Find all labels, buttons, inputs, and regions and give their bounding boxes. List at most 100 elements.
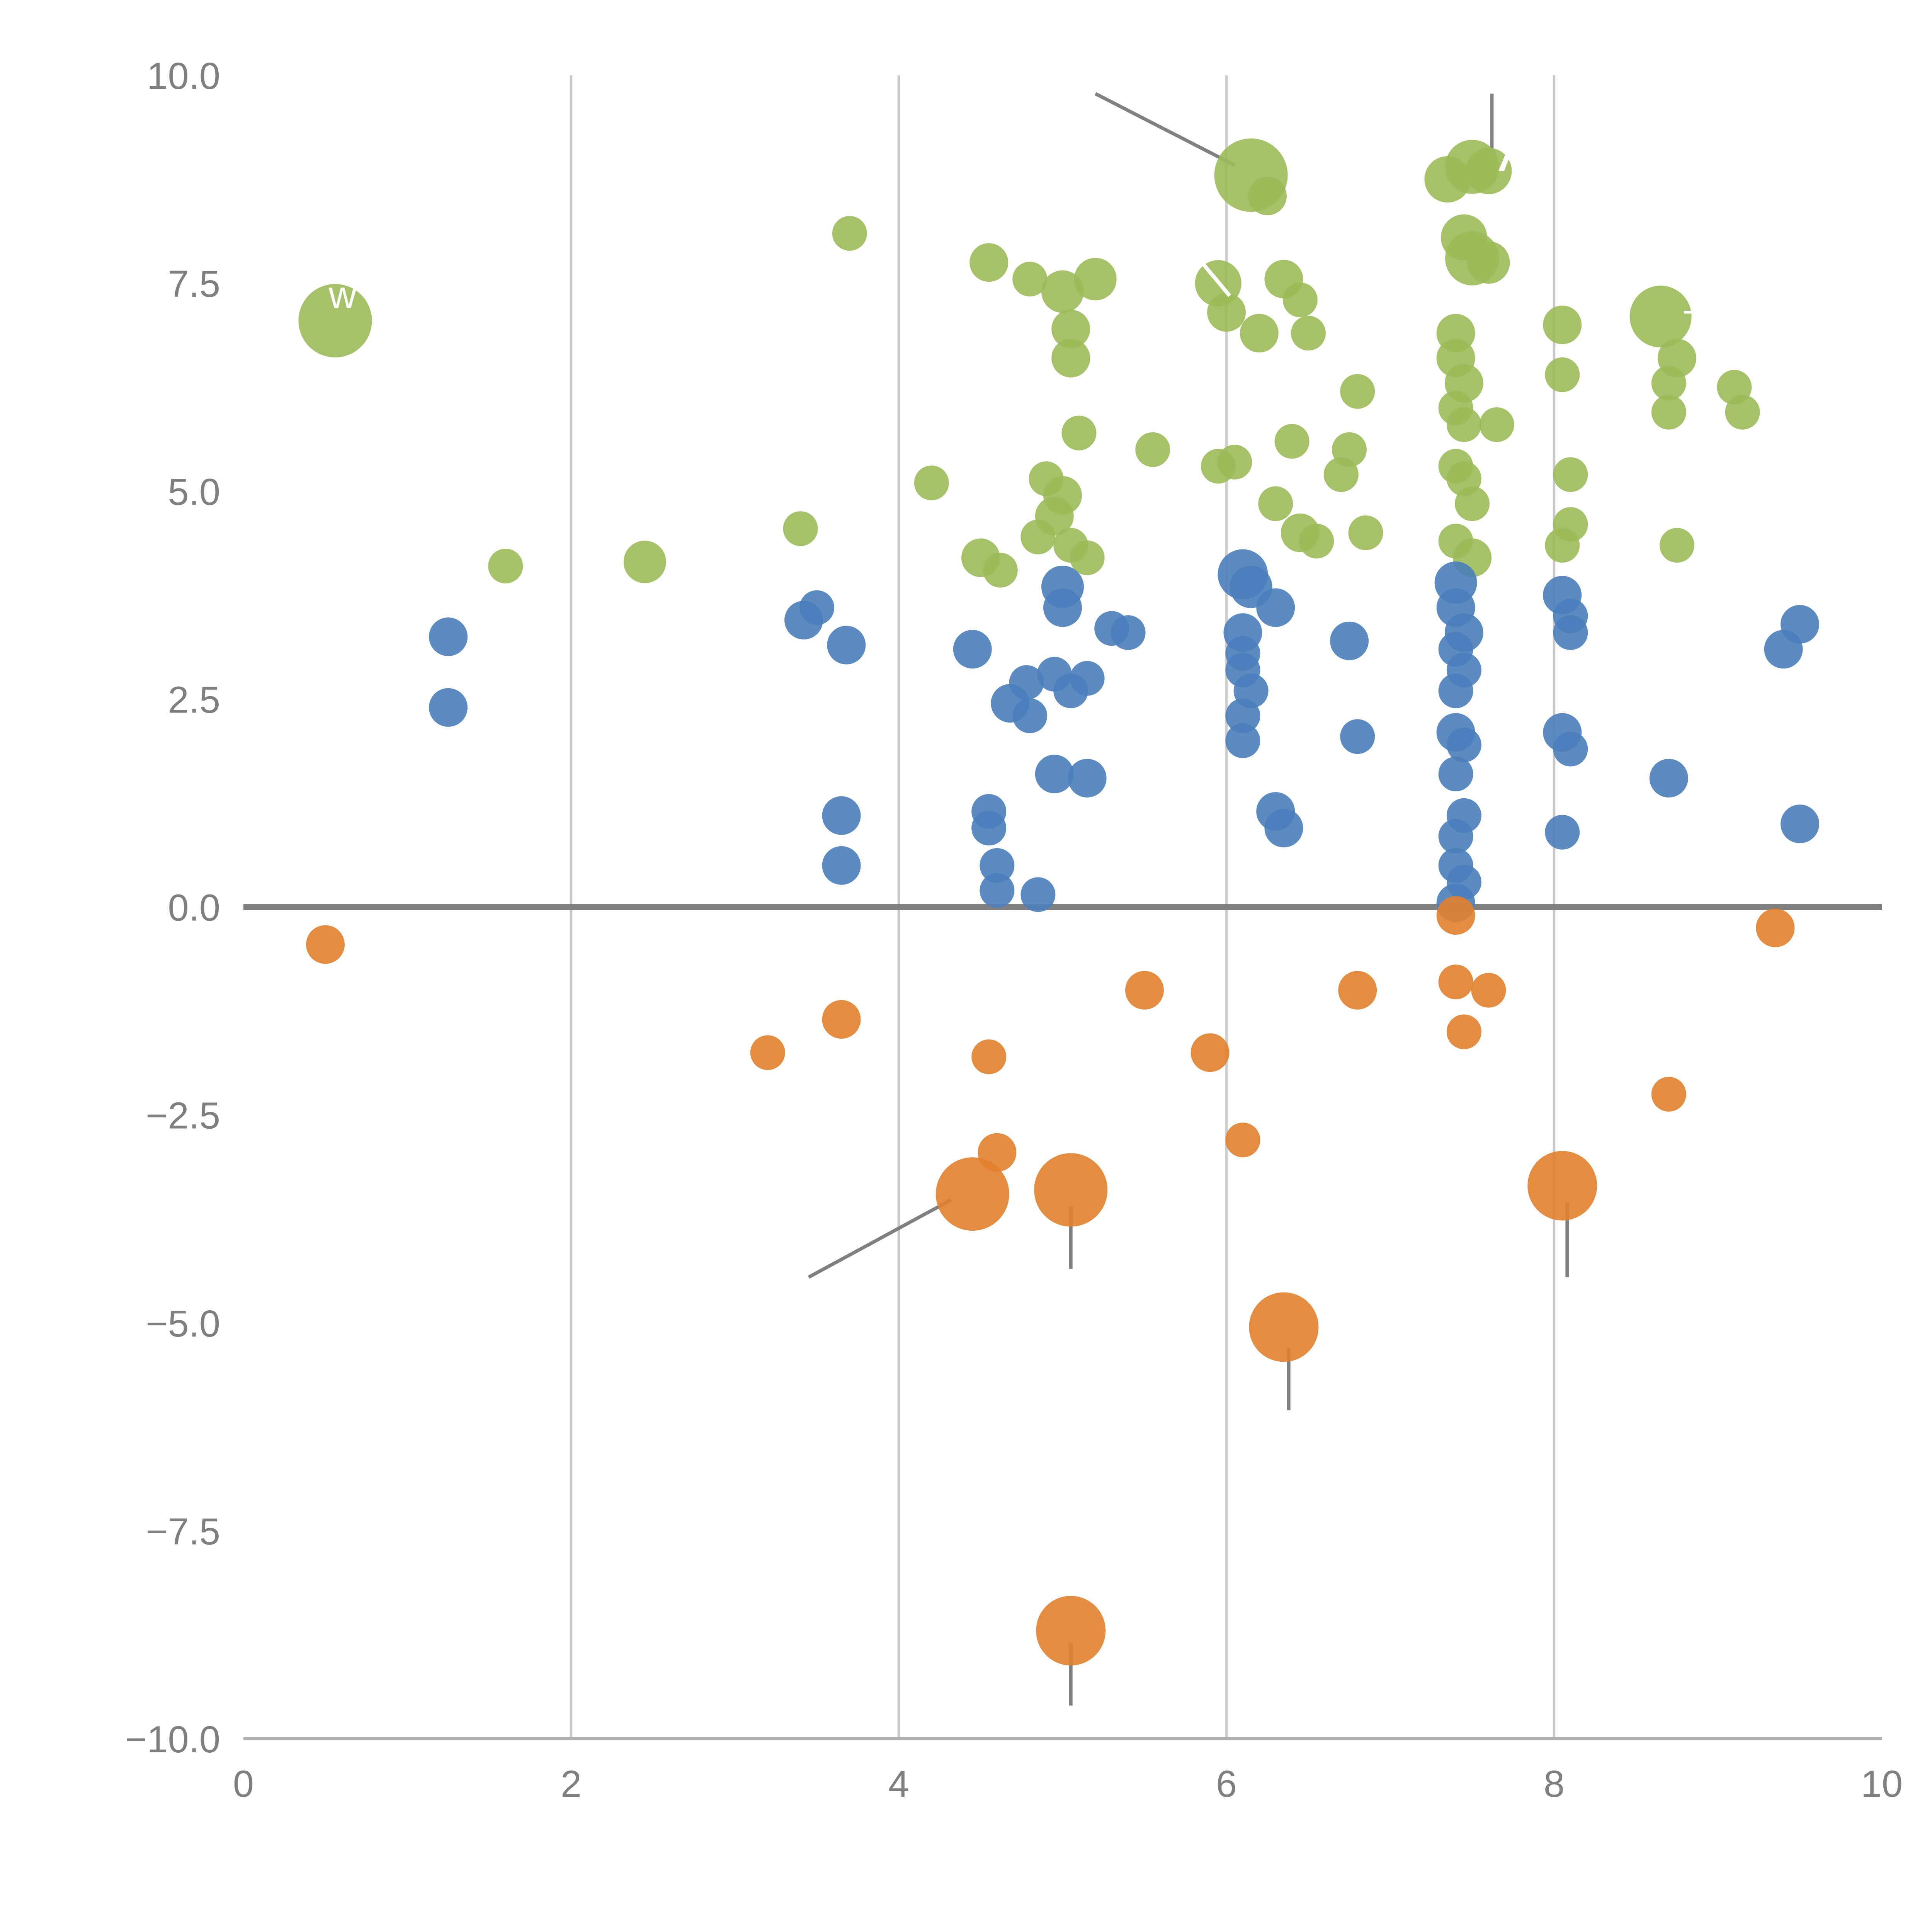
data-point-orange <box>1756 908 1795 947</box>
data-point-blue <box>827 626 866 665</box>
data-point-blue <box>953 630 992 669</box>
data-point-green <box>1629 286 1692 348</box>
data-point-orange <box>1651 1077 1686 1112</box>
data-point-green <box>1051 310 1090 349</box>
data-point-orange <box>935 1157 1009 1231</box>
y-tick-label: −2.5 <box>146 1095 220 1137</box>
annotation-leader-line <box>1094 92 1236 167</box>
data-point-orange <box>822 1000 861 1039</box>
data-point-green <box>1291 316 1326 351</box>
data-point-green <box>1725 395 1760 430</box>
data-point-green <box>1074 258 1117 301</box>
annotation-leader-line <box>808 1198 952 1279</box>
data-point-blue <box>1330 621 1369 660</box>
data-point-green <box>1467 241 1510 284</box>
annotation-label: A <box>1498 119 1537 184</box>
data-point-orange <box>750 1035 785 1070</box>
data-point-orange <box>971 1039 1007 1074</box>
data-point-green <box>1012 262 1048 297</box>
data-point-blue <box>1553 615 1588 650</box>
data-point-blue <box>1043 588 1082 627</box>
data-point-green <box>783 511 818 546</box>
data-point-green <box>1479 407 1514 442</box>
y-tick-label: 2.5 <box>168 679 220 721</box>
x-tick-label: 2 <box>561 1763 582 1805</box>
y-tick-label: 0.0 <box>168 887 220 929</box>
data-point-blue <box>1446 727 1481 762</box>
data-point-blue <box>980 873 1015 908</box>
data-point-green <box>1217 444 1252 480</box>
data-point-orange <box>1034 1153 1108 1227</box>
data-point-orange <box>1471 973 1506 1008</box>
data-point-green <box>1207 293 1246 332</box>
data-point-blue <box>1070 661 1105 696</box>
data-point-green <box>1135 432 1170 467</box>
data-point-blue <box>1035 755 1074 794</box>
data-point-green <box>1299 524 1334 559</box>
data-point-blue <box>799 590 834 625</box>
x-tick-label: 0 <box>233 1763 254 1805</box>
data-point-orange <box>306 925 345 964</box>
data-point-blue <box>822 796 861 835</box>
data-point-green <box>914 465 949 500</box>
data-point-green <box>1043 476 1082 515</box>
data-point-green <box>623 541 666 583</box>
data-point-blue <box>1012 698 1048 733</box>
data-point-orange <box>1249 1292 1319 1362</box>
data-point-green <box>1282 282 1318 318</box>
data-point-blue <box>1225 698 1260 733</box>
data-point-orange <box>1446 1014 1481 1049</box>
data-point-blue <box>1545 815 1580 850</box>
data-point-orange <box>1225 1122 1260 1158</box>
y-tick-label: −7.5 <box>146 1510 220 1553</box>
data-point-green <box>1545 357 1580 392</box>
data-point-blue <box>822 846 861 885</box>
data-point-green <box>1465 148 1512 194</box>
data-point-blue <box>980 848 1015 883</box>
data-point-blue <box>1649 759 1688 798</box>
annotation-label: 7 <box>1682 303 1704 346</box>
data-point-green <box>983 553 1018 588</box>
data-point-green <box>1258 486 1293 521</box>
data-point-orange <box>1125 971 1164 1010</box>
y-tick-label: −5.0 <box>146 1303 220 1345</box>
data-point-blue <box>429 617 468 656</box>
data-point-blue <box>1264 809 1303 848</box>
data-point-green <box>298 284 372 357</box>
data-point-green <box>1070 540 1105 575</box>
data-point-blue <box>1340 719 1375 754</box>
data-point-blue <box>1438 673 1473 708</box>
data-point-blue <box>1438 757 1473 792</box>
data-point-blue <box>1225 723 1260 758</box>
data-point-blue <box>971 811 1007 846</box>
data-point-green <box>1240 314 1279 353</box>
data-point-blue <box>1438 819 1473 854</box>
data-point-orange <box>1527 1151 1597 1221</box>
data-point-blue <box>429 688 468 727</box>
data-point-blue <box>1009 665 1044 700</box>
data-point-green <box>1660 528 1694 563</box>
data-point-green <box>1061 415 1097 451</box>
data-point-green <box>832 216 867 251</box>
data-point-green <box>1543 305 1582 344</box>
data-point-blue <box>1068 759 1107 798</box>
data-point-green <box>1545 528 1580 563</box>
data-point-green <box>1553 457 1588 492</box>
data-point-green <box>1041 270 1084 313</box>
data-point-orange <box>1036 1596 1106 1666</box>
data-point-blue <box>1020 877 1056 912</box>
data-point-orange <box>1438 964 1473 1000</box>
data-point-orange <box>1338 971 1377 1010</box>
data-point-orange <box>1436 896 1475 935</box>
y-tick-label: 5.0 <box>168 471 220 513</box>
data-point-green <box>1455 486 1490 521</box>
data-point-green <box>1446 407 1481 442</box>
data-point-green <box>1651 395 1686 430</box>
data-point-green <box>1248 177 1287 216</box>
y-tick-label: −10.0 <box>125 1718 220 1760</box>
data-point-green <box>1332 432 1367 467</box>
y-tick-label: 10.0 <box>147 55 220 97</box>
y-tick-label: 7.5 <box>168 263 220 305</box>
